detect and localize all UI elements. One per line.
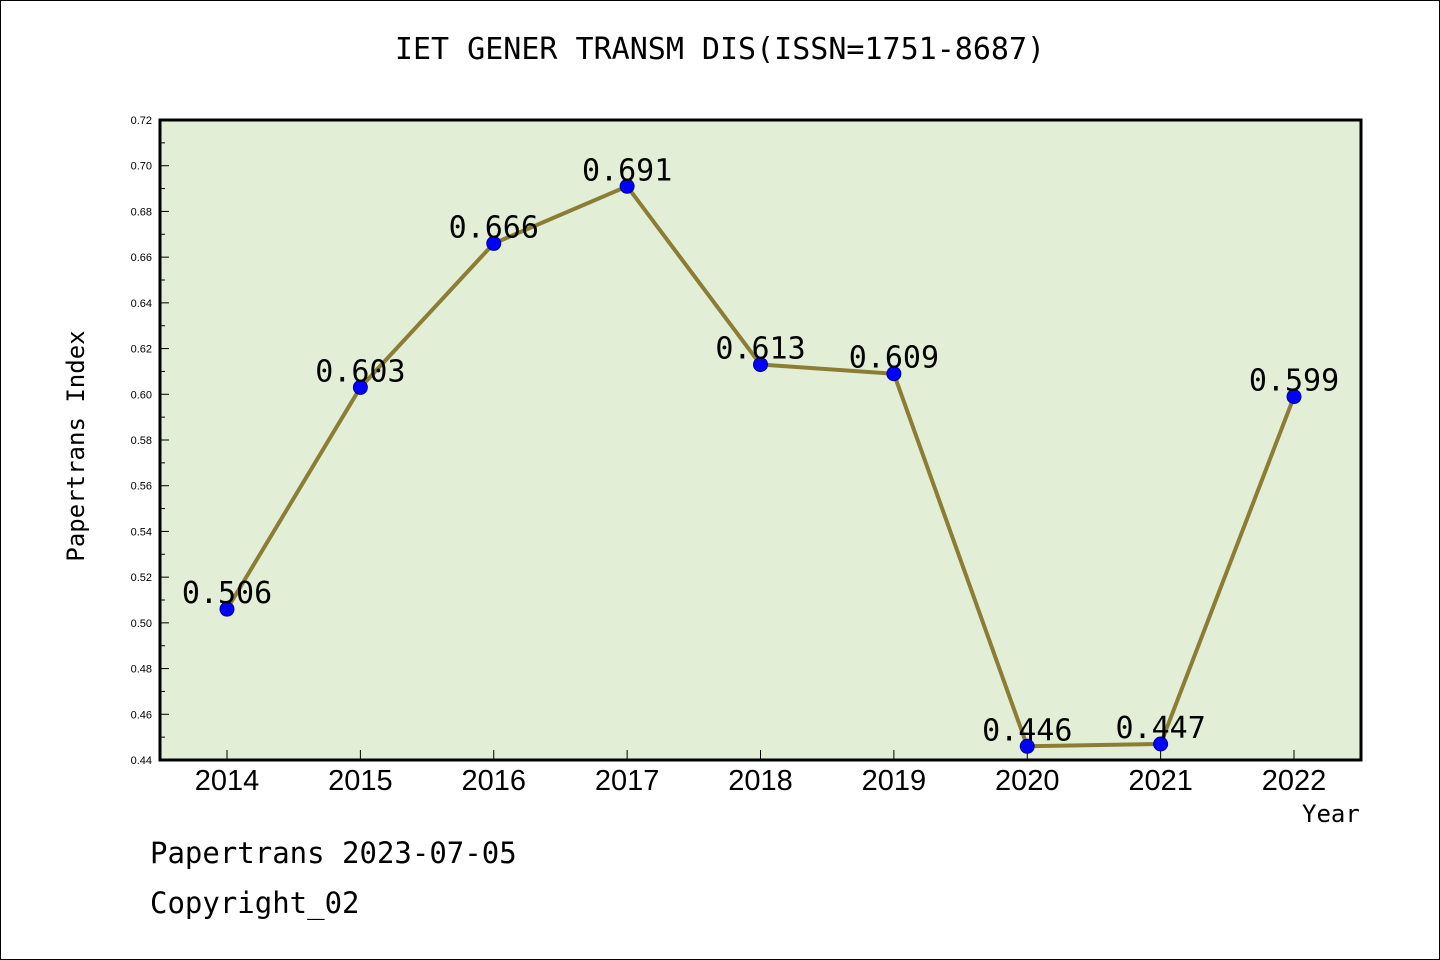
data-label: 0.666 xyxy=(449,210,539,245)
x-tick-label: 2021 xyxy=(1128,765,1193,797)
data-point xyxy=(1286,389,1302,405)
y-tick-label: 0.44 xyxy=(131,755,152,767)
data-label: 0.447 xyxy=(1115,711,1205,746)
data-point xyxy=(1019,738,1035,754)
x-tick-label: 2019 xyxy=(862,765,927,797)
data-label: 0.609 xyxy=(849,341,939,376)
y-tick-label: 0.58 xyxy=(131,435,152,447)
data-label: 0.613 xyxy=(715,332,805,367)
y-tick-label: 0.68 xyxy=(131,206,152,218)
chart-title: IET GENER TRANSM DIS(ISSN=1751-8687) xyxy=(394,32,1046,67)
x-tick-label: 2015 xyxy=(328,765,393,797)
y-tick-label: 0.46 xyxy=(131,709,152,721)
y-tick-label: 0.48 xyxy=(131,664,152,676)
y-tick-label: 0.66 xyxy=(131,252,152,264)
data-point xyxy=(352,379,368,395)
x-tick-label: 2014 xyxy=(195,765,260,797)
footer-date: Papertrans 2023-07-05 xyxy=(150,836,517,870)
y-tick-label: 0.64 xyxy=(131,298,152,310)
y-tick-label: 0.72 xyxy=(131,115,152,127)
data-label: 0.691 xyxy=(582,153,672,188)
data-point xyxy=(486,235,502,251)
y-tick-label: 0.50 xyxy=(131,618,152,630)
data-point xyxy=(753,357,768,373)
plot-border xyxy=(158,118,1363,762)
data-point xyxy=(1153,736,1169,752)
data-label: 0.603 xyxy=(315,354,405,389)
y-tick-label: 0.52 xyxy=(131,572,152,584)
y-tick-label: 0.70 xyxy=(131,161,152,173)
data-label: 0.446 xyxy=(982,713,1072,748)
y-tick-label: 0.56 xyxy=(131,481,152,493)
data-label: 0.506 xyxy=(182,576,272,611)
x-tick-label: 2016 xyxy=(461,765,526,797)
footer-copyright: Copyright_02 xyxy=(150,886,360,920)
x-tick-label: 2018 xyxy=(728,765,793,797)
plot-area xyxy=(160,120,1361,760)
data-label: 0.599 xyxy=(1249,364,1339,399)
data-point xyxy=(886,366,902,382)
x-tick-label: 2022 xyxy=(1262,765,1327,797)
data-point xyxy=(219,601,235,617)
data-point xyxy=(619,178,635,194)
y-tick-label: 0.60 xyxy=(131,389,152,401)
x-axis-label: Year xyxy=(1302,800,1360,828)
y-tick-label: 0.62 xyxy=(131,344,152,356)
y-tick-label: 0.54 xyxy=(131,526,152,538)
x-tick-label: 2017 xyxy=(595,765,660,797)
x-tick-label: 2020 xyxy=(995,765,1060,797)
